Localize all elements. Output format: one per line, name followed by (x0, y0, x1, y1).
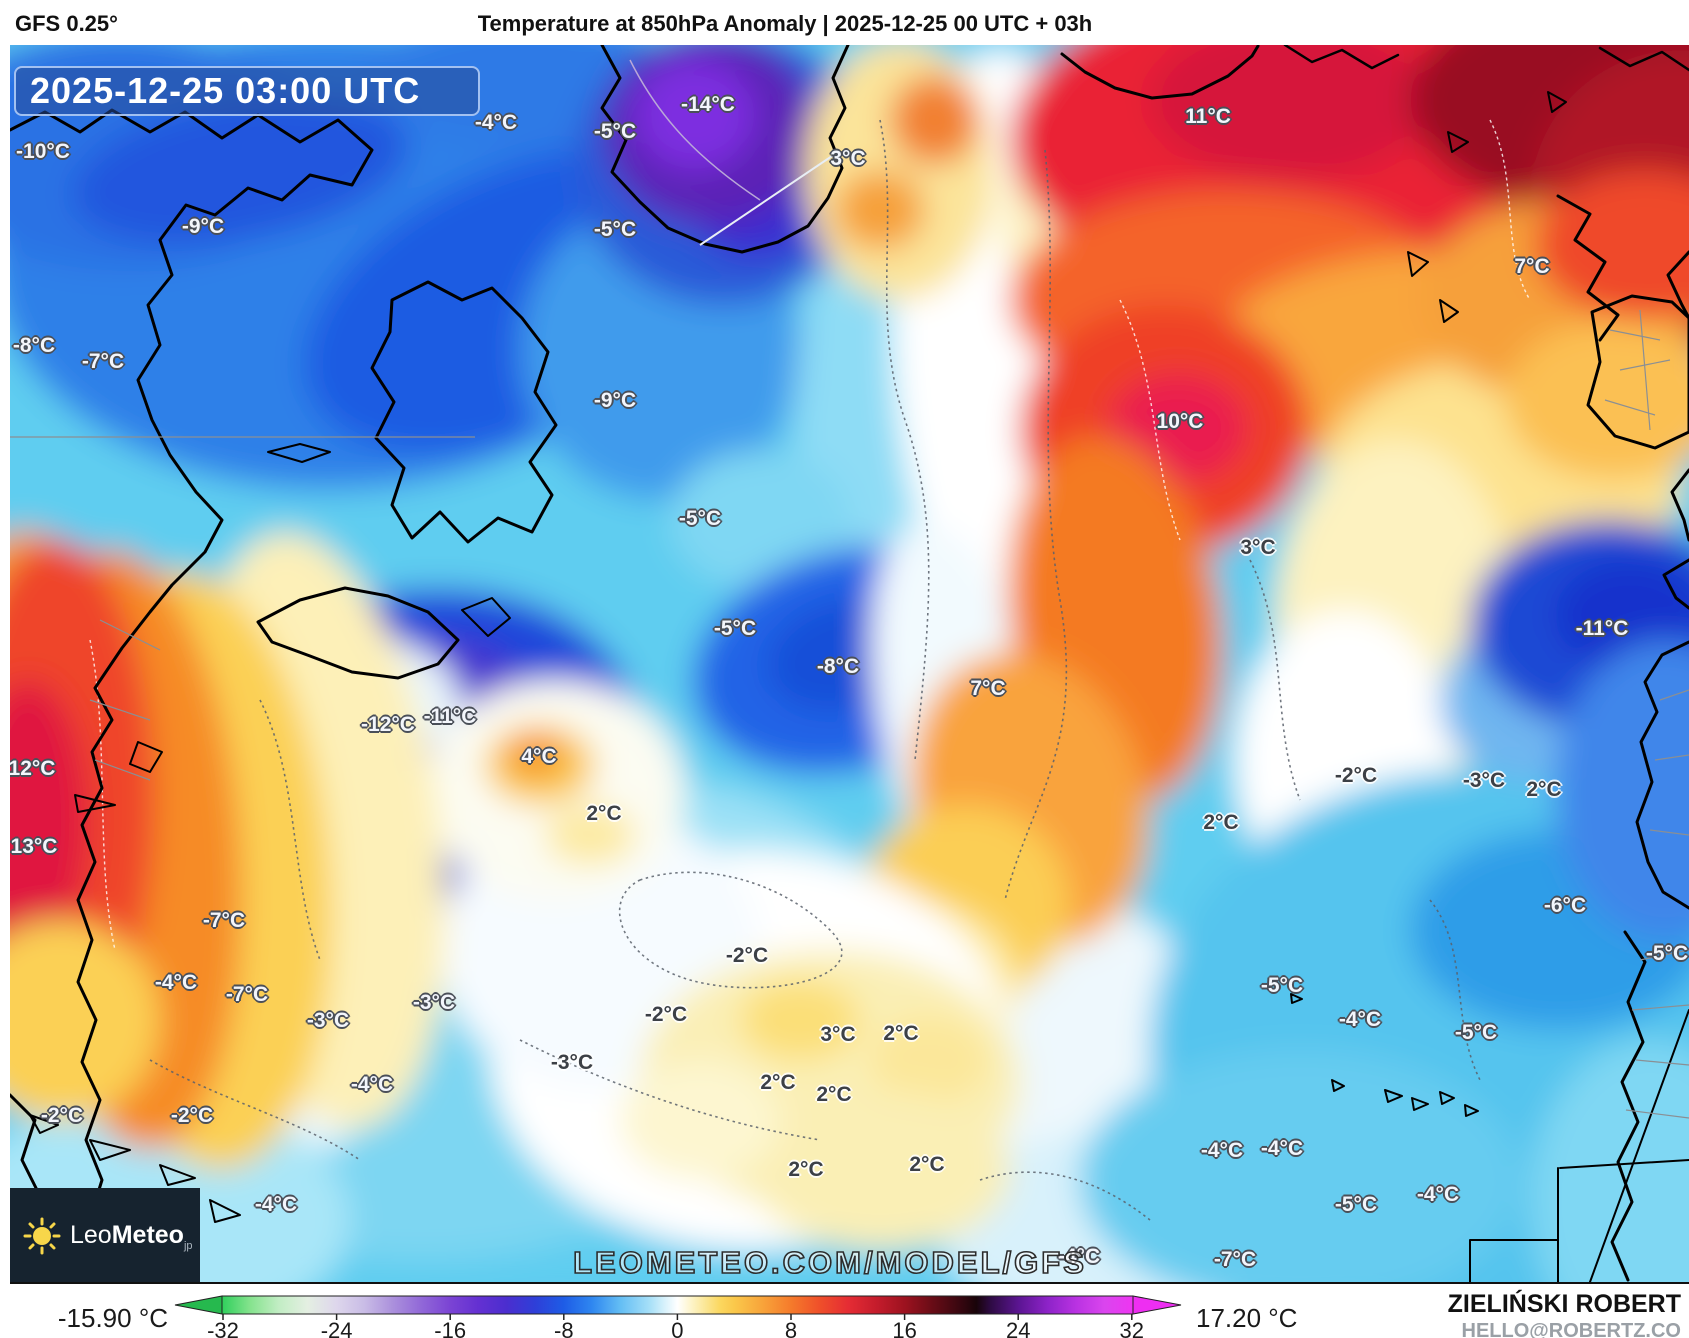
colorbar-tick-label: -16 (434, 1318, 466, 1338)
temp-label: -7°C (81, 349, 125, 373)
colorbar-tick-label: 24 (1006, 1318, 1030, 1338)
colorbar-tick-label: 32 (1120, 1318, 1144, 1338)
temp-label: 2°C (816, 1082, 852, 1106)
temp-label: -7°C (1213, 1247, 1257, 1271)
temp-label: -4°C (1057, 1244, 1101, 1268)
colorbar-ticks: -32 -24 -16 -8 0 8 16 24 32 (207, 1314, 1144, 1338)
leometeo-logo: LeoMeteojp (10, 1188, 200, 1282)
temp-label: -5°C (593, 217, 637, 241)
temp-label: -4°C (1200, 1138, 1244, 1162)
watermark: LEOMETEO.COM/MODEL/GFS (572, 1244, 1087, 1281)
temp-label: -2°C (1334, 763, 1378, 787)
credit-name: ZIELIŃSKI ROBERT (1447, 1290, 1681, 1318)
logo-text: LeoMeteojp (70, 1220, 193, 1252)
temp-label: -7°C (202, 908, 246, 932)
colorbar-tick-label: -8 (554, 1318, 574, 1338)
temp-label: -4°C (154, 970, 198, 994)
temp-label: -3°C (306, 1008, 350, 1032)
temp-label: -4°C (1416, 1182, 1460, 1206)
timestamp-badge: 2025-12-25 03:00 UTC (14, 66, 480, 116)
anomaly-field-blobs (10, 45, 1689, 1282)
temp-label: 12°C (10, 756, 56, 780)
temp-label: -5°C (713, 616, 757, 640)
temp-label: -10°C (16, 139, 70, 163)
temp-label: 2°C (586, 801, 622, 825)
colorbar-tick-label: 16 (892, 1318, 916, 1338)
temp-label: -5°C (678, 506, 722, 530)
temp-label: -4°C (474, 110, 518, 134)
sun-icon (23, 1217, 61, 1255)
temp-label: -9°C (593, 388, 637, 412)
temp-label: -8°C (816, 654, 860, 678)
colorbar-tick-label: -32 (207, 1318, 239, 1338)
temp-label: -8°C (12, 333, 56, 357)
temp-label: 2°C (909, 1152, 945, 1176)
temp-label: -11°C (423, 704, 477, 728)
temp-label: -2°C (725, 943, 769, 967)
admin-borders (10, 309, 1689, 1119)
temp-label: -4°C (350, 1072, 394, 1096)
header: GFS 0.25° Temperature at 850hPa Anomaly … (0, 0, 1689, 45)
temp-label: 4°C (521, 744, 557, 768)
temp-label: -4°C (1260, 1136, 1304, 1160)
temp-label: 3°C (830, 146, 866, 170)
footer: -32 -24 -16 -8 0 8 16 24 32 -15.90 °C 17.20 °C Z… (0, 1284, 1689, 1338)
colorbar-tick-label: -24 (321, 1318, 353, 1338)
temp-label: 3°C (1240, 535, 1276, 559)
temp-label: -12°C (361, 712, 415, 736)
temp-label: 7°C (970, 676, 1006, 700)
colorbar-max-label: 17.20 °C (1196, 1303, 1297, 1333)
model-label: GFS 0.25° (15, 11, 118, 36)
temp-label: 11°C (1185, 104, 1231, 128)
temp-label: -11°C (1575, 616, 1629, 640)
credit-email: HELLO@ROBERTZ.CO (1461, 1320, 1682, 1338)
temp-label: -3°C (1462, 768, 1506, 792)
temp-label: 2°C (760, 1070, 796, 1094)
warm-contour-lines (89, 119, 1531, 951)
temp-label: -5°C (1334, 1192, 1378, 1216)
colorbar-gradient-bar (221, 1295, 1134, 1315)
map-field (10, 45, 1689, 1282)
temp-label: 10°C (1156, 409, 1204, 433)
temp-label: 2°C (1203, 810, 1239, 834)
page-title: Temperature at 850hPa Anomaly | 2025-12-… (477, 11, 1093, 36)
temp-label: -4°C (254, 1192, 298, 1216)
temp-label: -9°C (181, 214, 225, 238)
temp-label: 2°C (1526, 777, 1562, 801)
colorbar-min-label: -15.90 °C (58, 1303, 168, 1333)
colorbar-tick-label: 0 (671, 1318, 683, 1338)
logo-tld: jp (183, 1239, 193, 1252)
greenland-ice-line (629, 59, 761, 201)
colorbar: -32 -24 -16 -8 0 8 16 24 32 -15.90 °C 17.20 °C (58, 1295, 1297, 1338)
route-line (699, 151, 839, 246)
anomaly-map: -10°C -9°C -8°C -7°C -4°C -5°C -14°C 3°C -5°C 11°… (10, 45, 1689, 1284)
temp-label: 2°C (883, 1021, 919, 1045)
temp-label: -7°C (225, 982, 269, 1006)
colorbar-arrow-right (1132, 1295, 1182, 1315)
temp-label: -2°C (40, 1103, 84, 1127)
temp-label: -2°C (644, 1002, 688, 1026)
temp-label: -3°C (550, 1050, 594, 1074)
temp-label: -6°C (1543, 893, 1587, 917)
temp-label: 3°C (820, 1022, 856, 1046)
coastlines (10, 45, 1689, 1282)
contour-lines (149, 119, 1481, 1221)
temp-label: 13°C (10, 834, 58, 858)
colorbar-arrow-left (174, 1295, 223, 1315)
temp-label: -5°C (1260, 973, 1304, 997)
temp-label: -5°C (593, 119, 637, 143)
colorbar-tick-label: 8 (785, 1318, 797, 1338)
temp-label: -14°C (681, 92, 735, 116)
temp-label: -5°C (1645, 941, 1689, 965)
temp-label: -4°C (1338, 1007, 1382, 1031)
temp-label: -5°C (1454, 1020, 1498, 1044)
temp-label: -3°C (412, 990, 456, 1014)
temp-label: 2°C (788, 1157, 824, 1181)
temp-label: -2°C (170, 1103, 214, 1127)
temp-label: 7°C (1514, 254, 1550, 278)
